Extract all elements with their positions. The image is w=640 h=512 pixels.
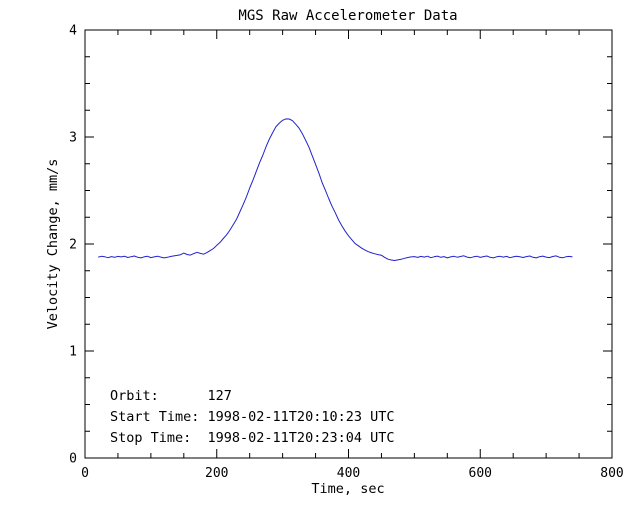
y-tick-label: 1: [69, 345, 77, 360]
x-tick-label: 400: [337, 466, 360, 481]
y-tick-label: 4: [69, 24, 77, 39]
annotation-orbit: Orbit: 127: [110, 388, 232, 404]
annotation-stop-time: Stop Time: 1998-02-11T20:23:04 UTC: [110, 430, 395, 446]
y-tick-label: 0: [69, 452, 77, 467]
x-tick-label: 600: [469, 466, 492, 481]
y-axis-label: Velocity Change, mm/s: [45, 159, 61, 330]
y-tick-label: 3: [69, 131, 77, 146]
annotation-start-time: Start Time: 1998-02-11T20:10:23 UTC: [110, 409, 395, 425]
x-tick-label: 800: [600, 466, 623, 481]
x-tick-label: 200: [205, 466, 228, 481]
y-tick-label: 2: [69, 238, 77, 253]
data-line: [98, 118, 573, 261]
x-tick-label: 0: [81, 466, 89, 481]
chart-title: MGS Raw Accelerometer Data: [238, 8, 457, 24]
x-axis-label: Time, sec: [311, 481, 384, 497]
